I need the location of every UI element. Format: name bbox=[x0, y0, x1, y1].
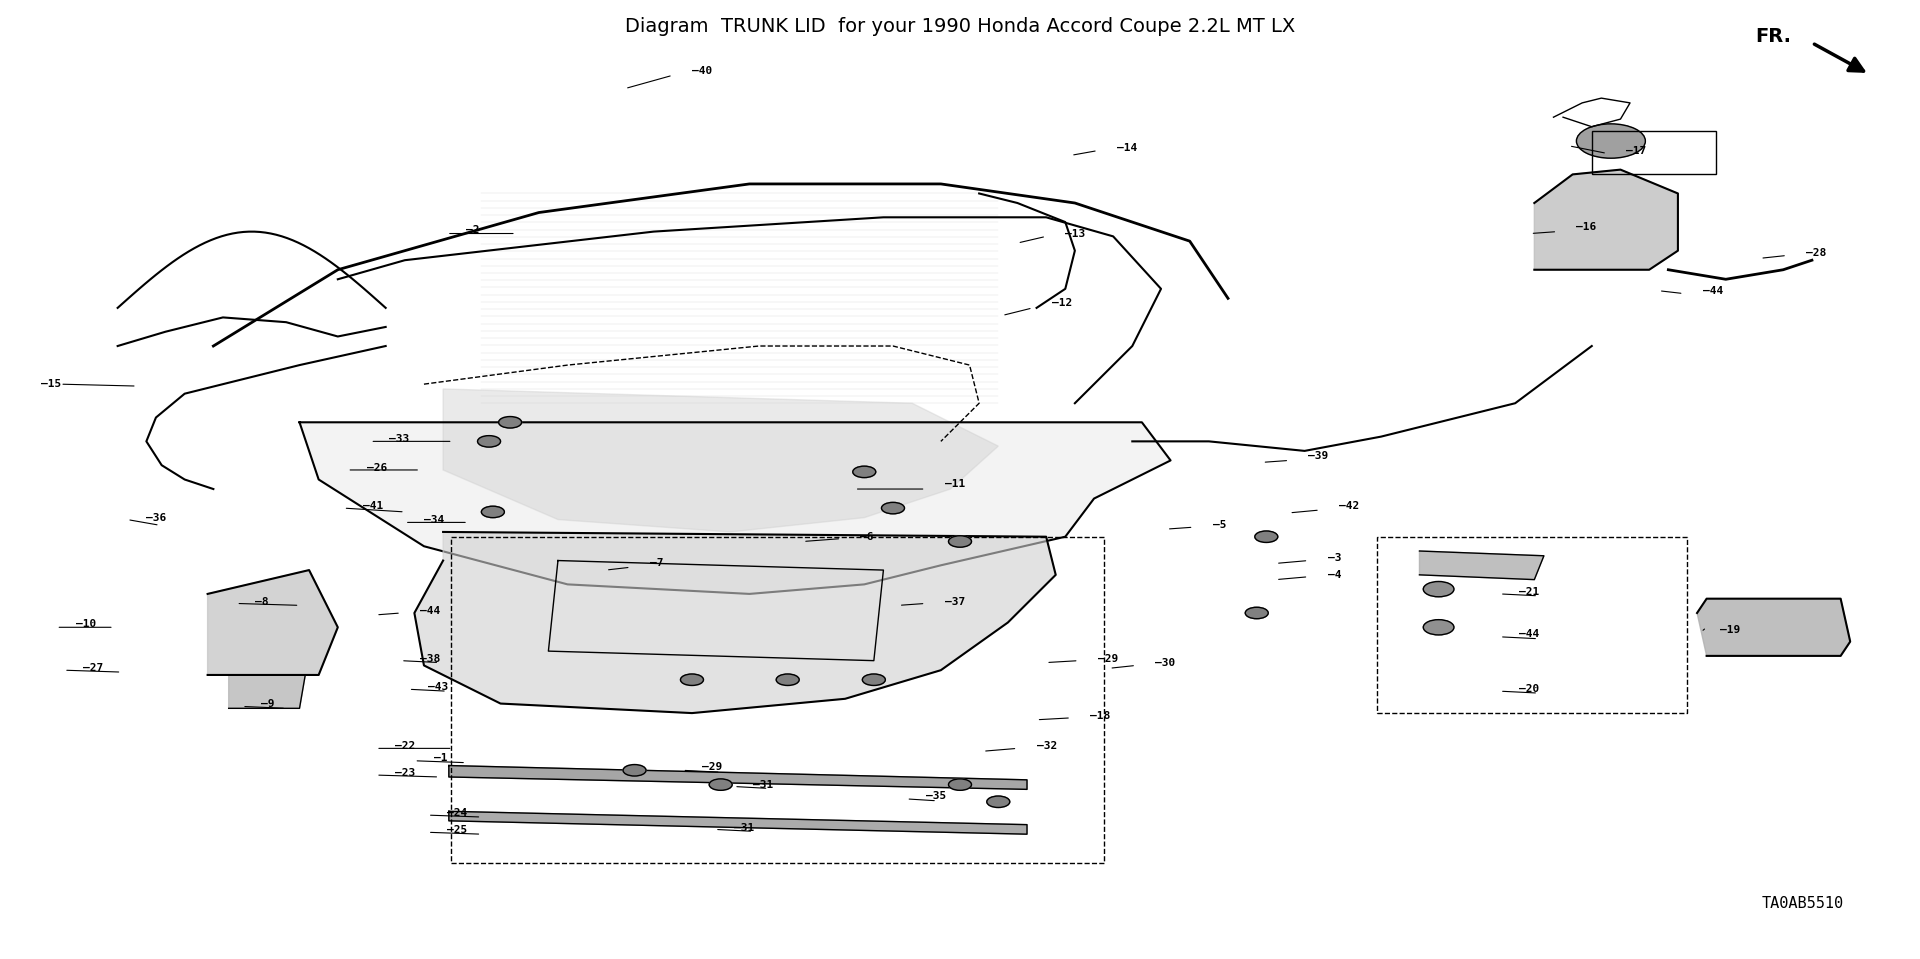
Text: —38: —38 bbox=[420, 654, 440, 664]
Circle shape bbox=[987, 796, 1010, 807]
Text: —39: —39 bbox=[1308, 451, 1329, 460]
Bar bbox=[1592, 131, 1716, 175]
Text: —26: —26 bbox=[367, 463, 386, 473]
Circle shape bbox=[948, 536, 972, 548]
Circle shape bbox=[1246, 607, 1269, 619]
Text: —42: —42 bbox=[1338, 502, 1359, 511]
Text: —35: —35 bbox=[925, 791, 947, 801]
Text: —29: —29 bbox=[701, 762, 722, 772]
Text: —8: —8 bbox=[255, 596, 269, 606]
Polygon shape bbox=[300, 422, 1171, 594]
Text: —2: —2 bbox=[467, 224, 480, 235]
Polygon shape bbox=[1419, 551, 1544, 579]
Text: —6: —6 bbox=[860, 531, 874, 542]
Text: —10: —10 bbox=[75, 620, 96, 629]
Text: —25: —25 bbox=[447, 826, 467, 835]
Circle shape bbox=[1423, 581, 1453, 596]
Circle shape bbox=[1256, 531, 1279, 543]
Text: —22: —22 bbox=[396, 741, 415, 752]
Text: FR.: FR. bbox=[1755, 27, 1791, 46]
Text: —31: —31 bbox=[733, 823, 755, 832]
Circle shape bbox=[482, 506, 505, 518]
Text: —28: —28 bbox=[1807, 247, 1826, 258]
Polygon shape bbox=[1697, 598, 1851, 656]
Text: —3: —3 bbox=[1327, 552, 1340, 563]
Polygon shape bbox=[449, 811, 1027, 834]
Polygon shape bbox=[1534, 170, 1678, 269]
Polygon shape bbox=[207, 570, 338, 675]
Text: —33: —33 bbox=[390, 434, 409, 444]
Text: —44: —44 bbox=[420, 606, 440, 616]
Text: —11: —11 bbox=[945, 480, 966, 489]
Text: —7: —7 bbox=[649, 558, 664, 569]
Text: —21: —21 bbox=[1519, 587, 1540, 597]
Circle shape bbox=[624, 764, 645, 776]
Text: —15: —15 bbox=[40, 379, 61, 389]
Text: —31: —31 bbox=[753, 780, 774, 789]
Text: —12: —12 bbox=[1052, 298, 1071, 308]
Text: —9: —9 bbox=[261, 698, 275, 709]
Circle shape bbox=[776, 674, 799, 686]
Circle shape bbox=[708, 779, 732, 790]
Text: —1: —1 bbox=[434, 753, 447, 763]
Text: —13: —13 bbox=[1066, 228, 1085, 239]
Circle shape bbox=[948, 779, 972, 790]
Text: —44: —44 bbox=[1703, 286, 1722, 295]
Polygon shape bbox=[415, 532, 1056, 713]
Text: —37: —37 bbox=[945, 596, 966, 606]
Circle shape bbox=[680, 674, 703, 686]
Text: —30: —30 bbox=[1156, 658, 1175, 667]
Circle shape bbox=[478, 435, 501, 447]
Text: TA0AB5510: TA0AB5510 bbox=[1761, 897, 1843, 911]
Circle shape bbox=[1576, 124, 1645, 158]
Text: —29: —29 bbox=[1098, 654, 1117, 664]
Text: —32: —32 bbox=[1037, 741, 1056, 752]
Text: —18: —18 bbox=[1091, 711, 1110, 721]
Text: —14: —14 bbox=[1117, 143, 1137, 152]
Text: —19: —19 bbox=[1720, 625, 1740, 635]
Text: —27: —27 bbox=[83, 664, 104, 673]
Polygon shape bbox=[444, 389, 998, 532]
Text: —16: —16 bbox=[1576, 222, 1597, 232]
Text: —20: —20 bbox=[1519, 685, 1540, 694]
Circle shape bbox=[852, 466, 876, 478]
Text: —4: —4 bbox=[1327, 570, 1340, 580]
Circle shape bbox=[862, 674, 885, 686]
Circle shape bbox=[1423, 620, 1453, 635]
Text: —34: —34 bbox=[424, 515, 444, 525]
Text: —24: —24 bbox=[447, 808, 467, 818]
Circle shape bbox=[881, 503, 904, 514]
Text: —36: —36 bbox=[146, 513, 167, 523]
Text: —44: —44 bbox=[1519, 629, 1540, 639]
Polygon shape bbox=[449, 765, 1027, 789]
Circle shape bbox=[499, 416, 522, 428]
Text: Diagram  TRUNK LID  for your 1990 Honda Accord Coupe 2.2L MT LX: Diagram TRUNK LID for your 1990 Honda Ac… bbox=[624, 17, 1296, 36]
Text: —5: —5 bbox=[1213, 521, 1227, 530]
Text: —23: —23 bbox=[396, 768, 415, 778]
Bar bbox=[1377, 537, 1688, 713]
Polygon shape bbox=[228, 675, 305, 709]
Text: —43: —43 bbox=[428, 683, 447, 692]
Text: —17: —17 bbox=[1626, 146, 1647, 155]
Text: —41: —41 bbox=[363, 502, 382, 511]
Text: —40: —40 bbox=[691, 66, 712, 77]
